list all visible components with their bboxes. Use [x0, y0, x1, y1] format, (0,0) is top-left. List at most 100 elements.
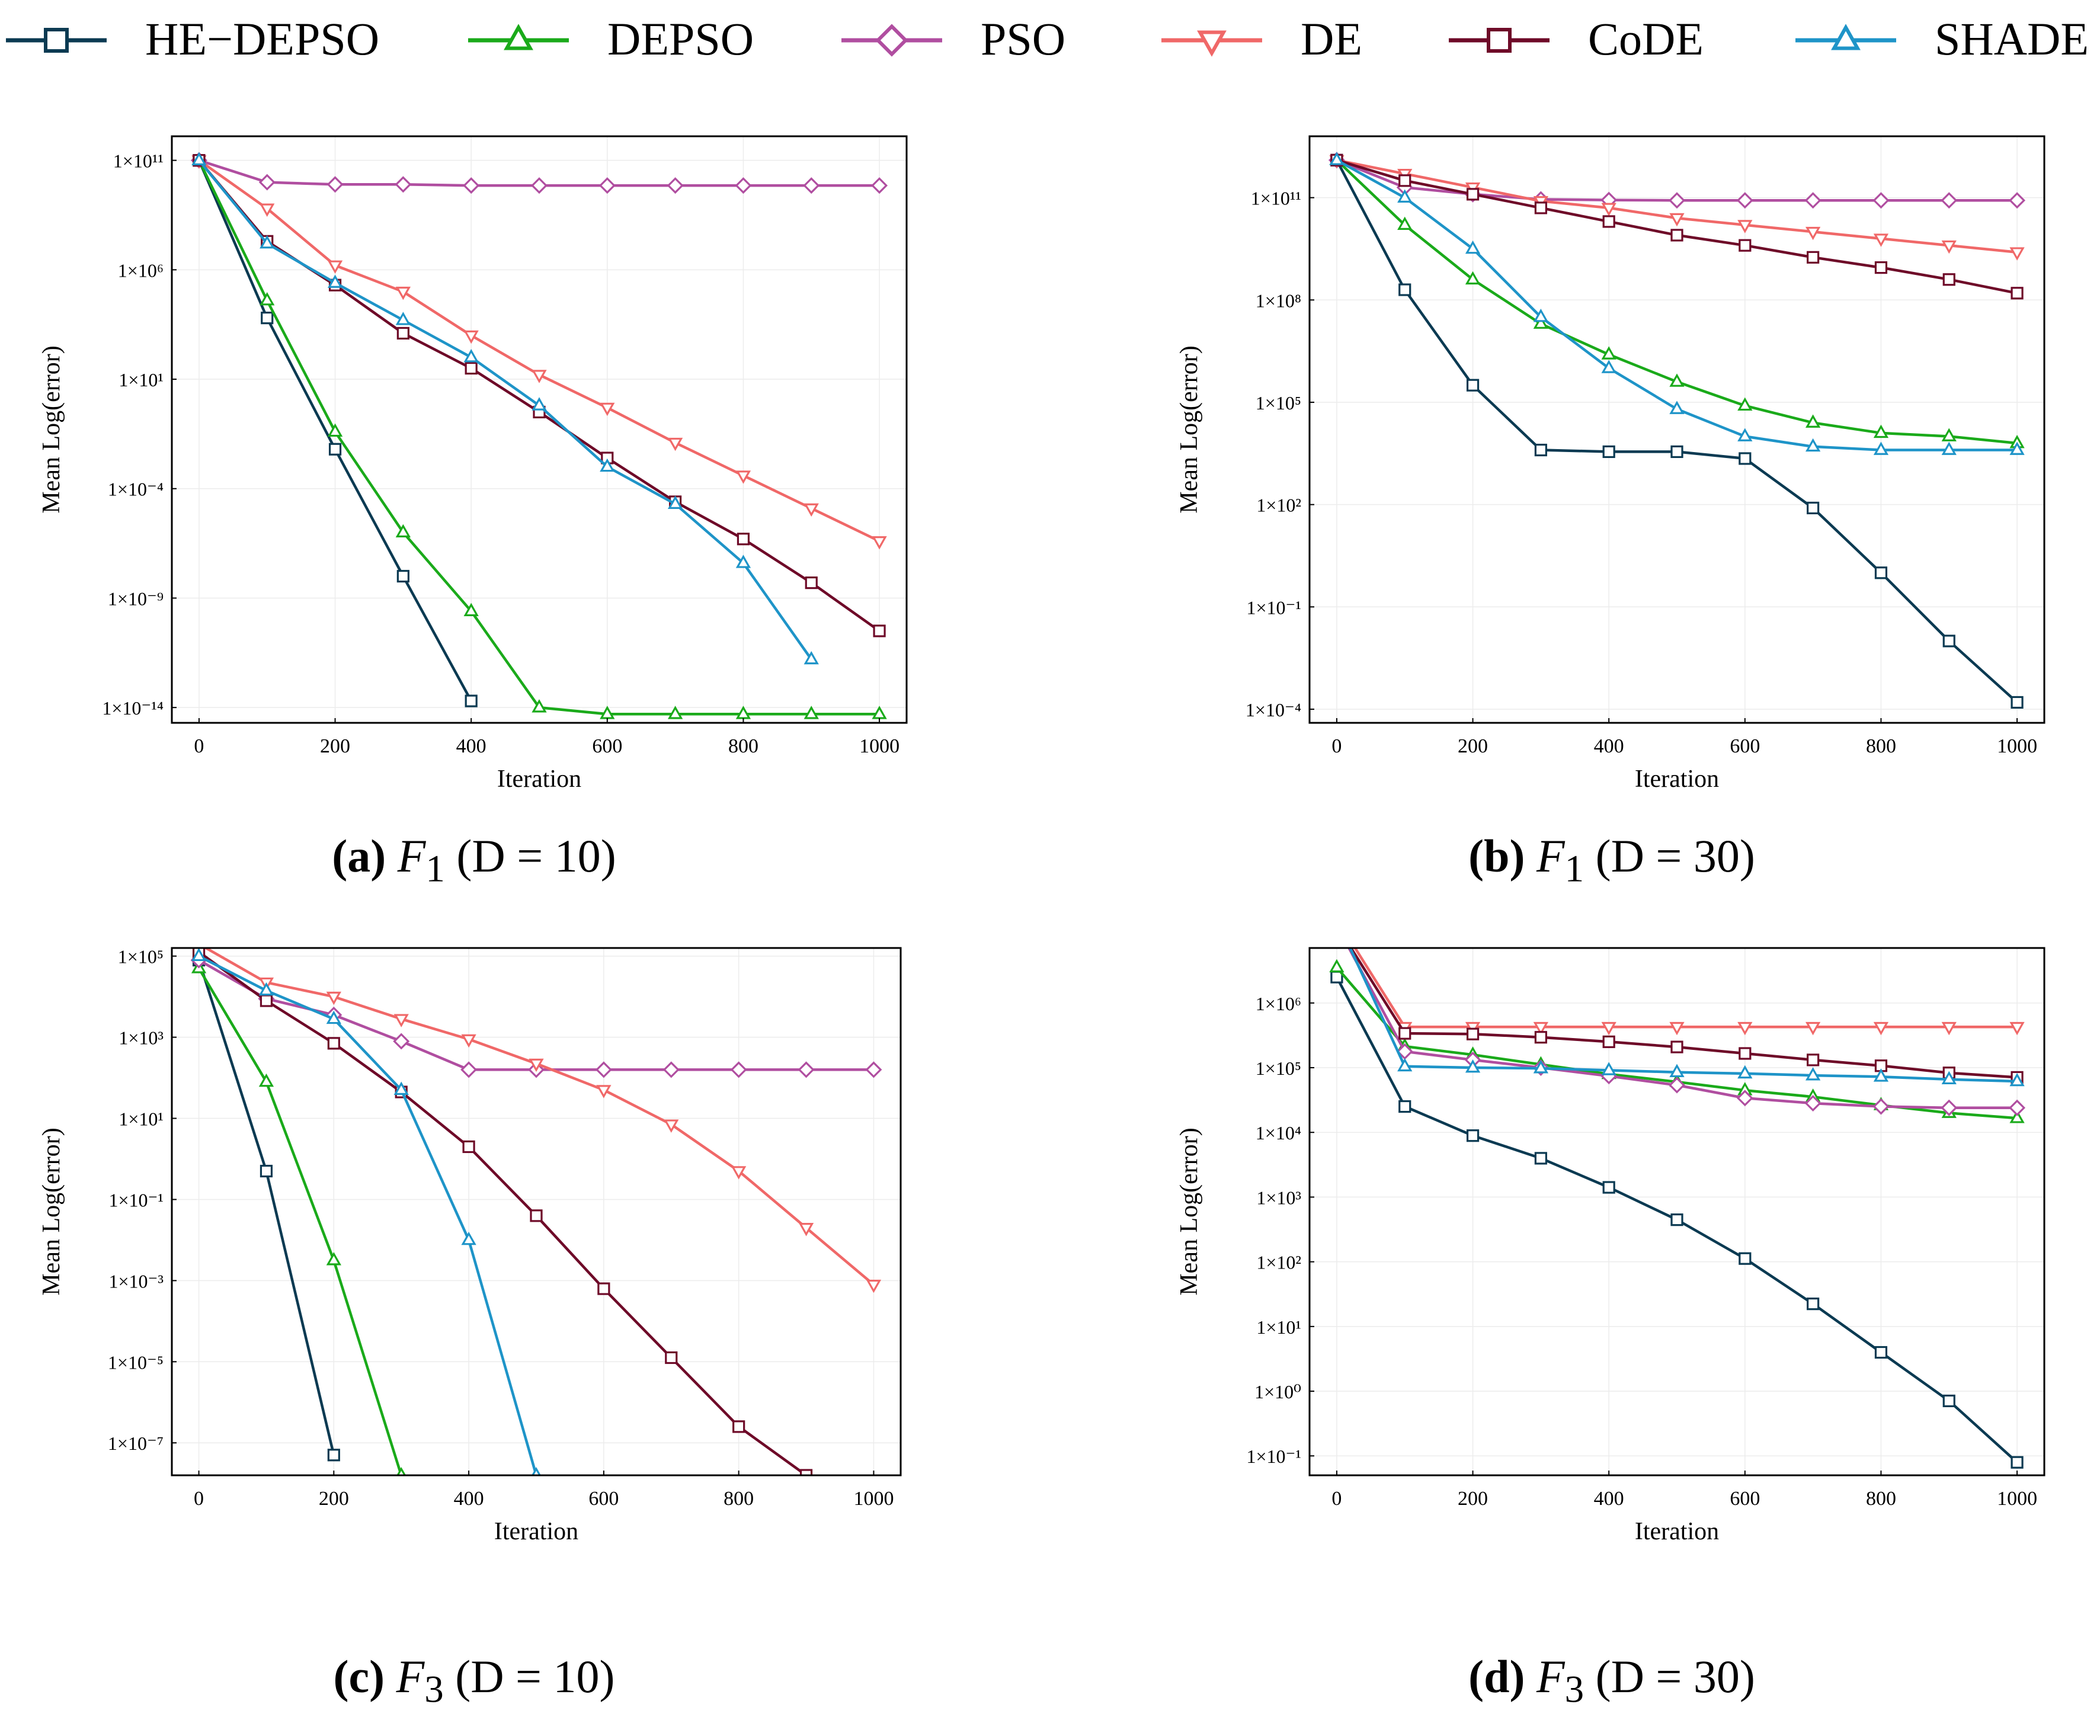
y-axis-label: Mean Log(error): [38, 345, 65, 513]
data-point: [1601, 360, 1616, 373]
caption-c: (c) F3 (D = 10): [36, 1650, 913, 1712]
data-point: [1807, 1053, 1820, 1066]
data-point: [326, 1010, 341, 1024]
x-tick-label: 200: [1458, 1488, 1488, 1510]
data-point: [597, 1282, 610, 1295]
data-point: [735, 470, 751, 484]
data-point: [1534, 1031, 1547, 1044]
series-he-depso: [192, 953, 340, 1462]
x-tick-label: 600: [592, 735, 622, 757]
legend-marker: [1831, 24, 1861, 50]
legend-entry-depso: DEPSO: [468, 13, 754, 65]
y-tick-label: 1×10⁰: [1254, 1381, 1301, 1402]
data-point: [1942, 1394, 1955, 1408]
data-point: [328, 443, 342, 456]
data-point: [731, 1166, 747, 1180]
x-tick-label: 600: [1730, 1488, 1760, 1510]
series-shade: [191, 948, 541, 1475]
data-point: [2009, 441, 2025, 455]
data-point: [1466, 1027, 1480, 1040]
y-tick-label: 1×10⁵: [1256, 392, 1301, 414]
data-point: [1739, 452, 1752, 465]
data-point: [327, 260, 343, 274]
data-point: [395, 176, 412, 193]
legend: HE−DEPSO DEPSO PSO DE CoDE SHADE: [6, 13, 2089, 65]
legend-label: HE−DEPSO: [145, 13, 379, 65]
data-point: [1807, 1298, 1820, 1311]
x-axis-label: Iteration: [494, 1518, 578, 1545]
x-tick-label: 800: [724, 1488, 754, 1510]
data-point: [327, 1449, 340, 1462]
data-point: [260, 292, 275, 306]
legend-entry-pso: PSO: [841, 13, 1065, 65]
data-point: [1941, 240, 1957, 254]
data-point: [1941, 192, 1958, 209]
legend-entry-code: CoDE: [1449, 13, 1704, 65]
plot-area: [190, 948, 882, 1475]
data-point: [732, 1420, 745, 1433]
y-tick-label: 1×10⁶: [1256, 993, 1301, 1014]
data-point: [326, 176, 344, 193]
data-point: [1805, 438, 1821, 452]
data-point: [1739, 1047, 1752, 1060]
x-tick-label: 800: [1866, 1488, 1896, 1510]
data-point: [463, 349, 479, 363]
data-point: [737, 533, 750, 546]
data-point: [600, 402, 615, 417]
x-tick-label: 400: [456, 735, 486, 757]
data-point: [1398, 283, 1411, 296]
data-point: [396, 326, 409, 340]
series-de: [196, 948, 882, 1293]
data-point: [1669, 1077, 1685, 1094]
data-point: [1873, 233, 1889, 247]
data-point: [1941, 1071, 1957, 1085]
data-point: [1737, 428, 1753, 441]
chart-f1-d30: 0 200 400 600 800 1000 1×10¹¹ 1×10⁸ 1×10⁵ 1×10² 1×…: [1176, 135, 2045, 788]
series-line: [197, 968, 403, 1475]
data-point: [1805, 226, 1821, 241]
data-point: [532, 370, 547, 383]
data-point: [258, 1073, 274, 1087]
data-point: [463, 330, 479, 344]
series-shade: [1329, 152, 2025, 455]
data-point: [465, 361, 478, 375]
data-point: [1601, 1062, 1616, 1075]
data-point: [1466, 1129, 1480, 1142]
data-point: [803, 651, 819, 665]
legend-label: CoDE: [1588, 13, 1704, 65]
data-point: [871, 177, 888, 194]
data-point: [1874, 566, 1888, 579]
x-tick-label: 400: [1594, 1488, 1624, 1510]
data-point: [1669, 1064, 1685, 1078]
data-point: [1602, 445, 1615, 459]
data-point: [260, 235, 275, 249]
x-tick-label: 1000: [1997, 735, 2037, 757]
legend-marker: [875, 24, 908, 57]
y-tick-label: 1×10¹: [119, 369, 164, 390]
data-point: [1737, 1065, 1753, 1079]
data-point: [2009, 247, 2025, 261]
series-line: [198, 959, 874, 1071]
data-point: [395, 312, 411, 325]
data-point: [393, 1033, 410, 1050]
y-tick-label: 1×10²: [1256, 1252, 1301, 1273]
series-line: [1349, 948, 2018, 1083]
series-de: [191, 155, 887, 550]
data-point: [463, 603, 479, 616]
caption-func: F: [1536, 1651, 1565, 1702]
caption-rest: (D = 10): [456, 830, 616, 882]
legend-label: DE: [1301, 13, 1362, 65]
series-depso: [191, 960, 406, 1475]
data-point: [530, 1209, 543, 1222]
caption-b: (b) F1 (D = 30): [1173, 829, 2050, 892]
legend-label: DEPSO: [607, 13, 754, 65]
caption-func: F: [396, 1651, 425, 1702]
y-tick-label: 1×10⁻¹⁴: [102, 697, 164, 719]
data-point: [1397, 1058, 1413, 1072]
y-tick-label: 1×10⁻⁴: [1246, 699, 1301, 720]
data-point: [1534, 201, 1547, 214]
grid: [172, 948, 901, 1475]
data-point: [1601, 1021, 1616, 1036]
data-point: [865, 1061, 882, 1078]
x-tick-label: 200: [319, 1488, 349, 1510]
